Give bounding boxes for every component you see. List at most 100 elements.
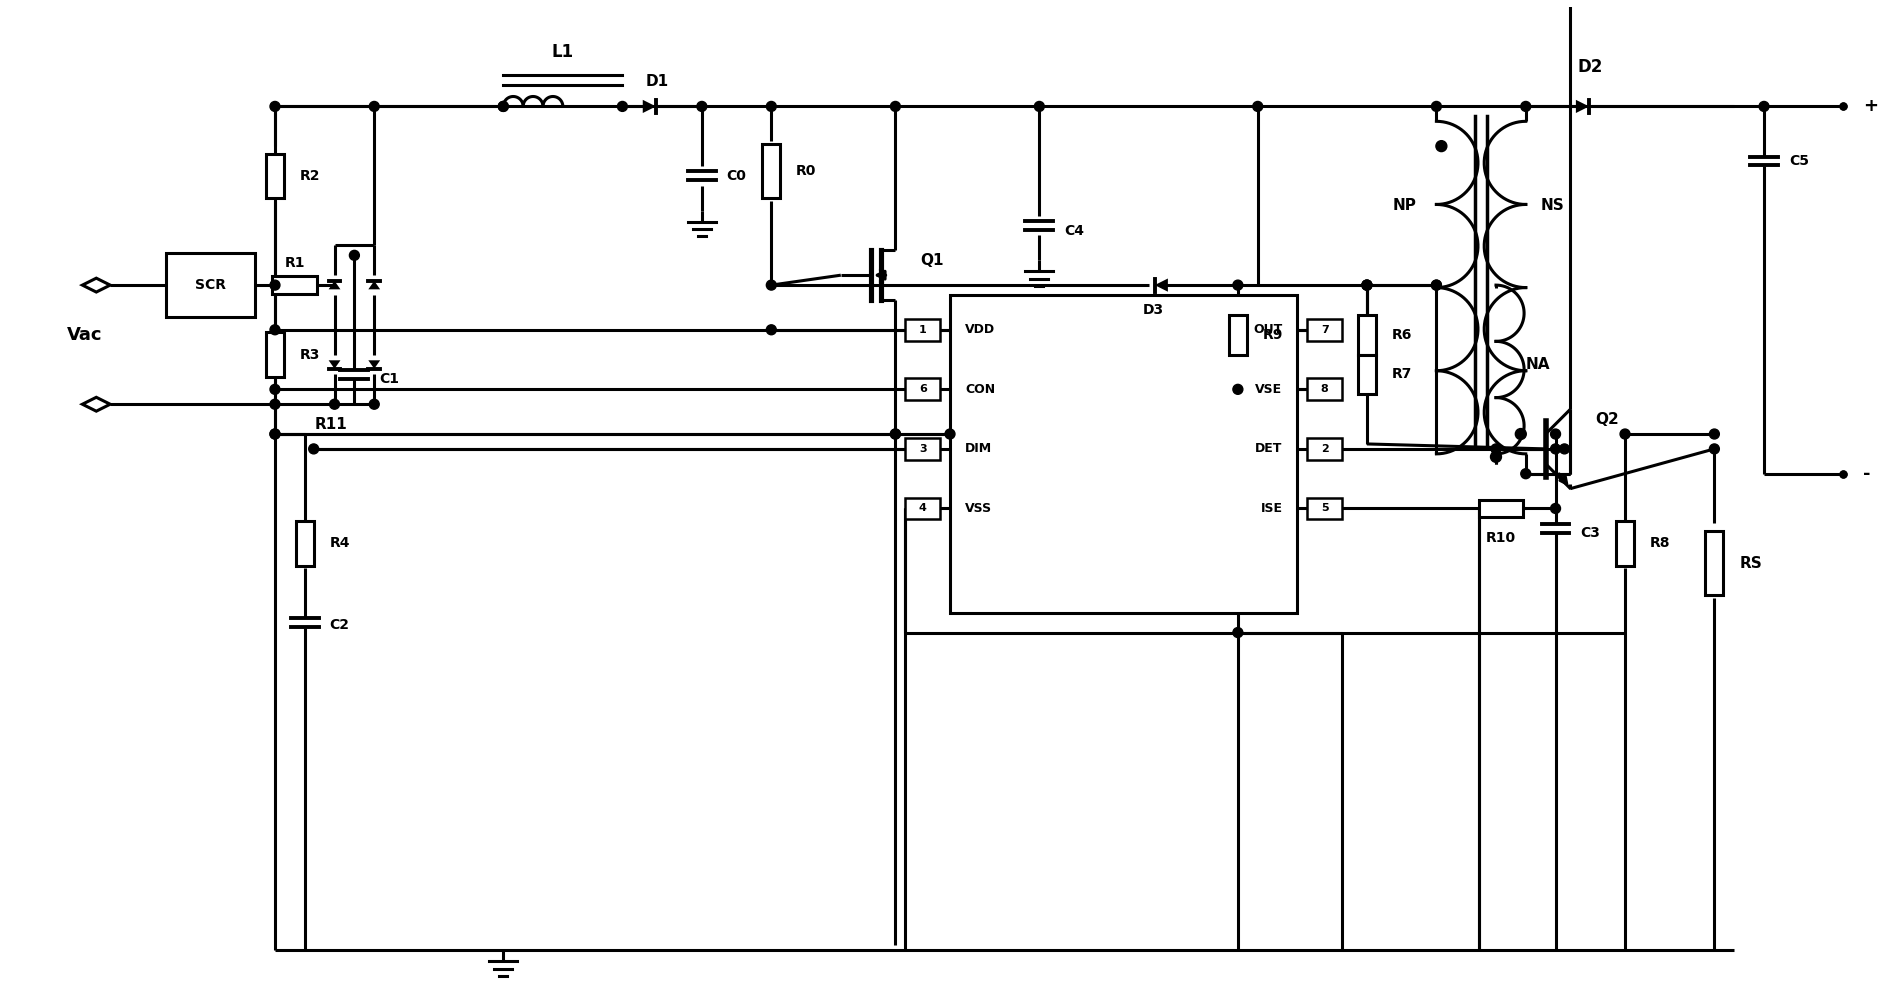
Circle shape (350, 251, 359, 260)
Circle shape (1520, 468, 1531, 478)
Circle shape (329, 399, 340, 409)
Text: R0: R0 (796, 164, 817, 178)
Bar (1307, 379, 1341, 400)
Circle shape (766, 102, 777, 112)
Circle shape (1492, 444, 1501, 454)
Text: L1: L1 (551, 43, 574, 60)
Text: 4: 4 (920, 504, 927, 514)
Polygon shape (1155, 279, 1168, 292)
Bar (1358, 315, 1376, 354)
Circle shape (944, 429, 956, 439)
Circle shape (270, 385, 279, 395)
Circle shape (1710, 429, 1720, 439)
Circle shape (1362, 280, 1372, 290)
Text: D3: D3 (1144, 303, 1165, 317)
Circle shape (697, 102, 707, 112)
Bar (904, 438, 940, 460)
Circle shape (1490, 451, 1501, 462)
Text: C3: C3 (1581, 527, 1600, 541)
Circle shape (766, 280, 777, 290)
Text: 7: 7 (1320, 325, 1328, 334)
Polygon shape (329, 361, 340, 369)
Bar (272, 276, 317, 294)
Text: NP: NP (1393, 198, 1417, 213)
Text: OUT: OUT (1254, 323, 1282, 336)
Circle shape (1431, 280, 1442, 290)
Text: 1: 1 (920, 325, 927, 334)
Bar (1307, 319, 1341, 340)
Text: C2: C2 (329, 617, 350, 631)
Circle shape (891, 102, 901, 112)
Text: NA: NA (1526, 357, 1550, 372)
Circle shape (1431, 102, 1442, 112)
Text: 6: 6 (920, 385, 927, 395)
Polygon shape (82, 398, 110, 411)
Text: R7: R7 (1391, 368, 1412, 382)
Bar (904, 497, 940, 520)
Text: VDD: VDD (965, 323, 996, 336)
Circle shape (891, 429, 901, 439)
Text: R6: R6 (1391, 327, 1412, 341)
Circle shape (1362, 280, 1372, 290)
Circle shape (1034, 102, 1045, 112)
Bar (950, 295, 1298, 612)
Polygon shape (329, 281, 340, 289)
Circle shape (270, 429, 279, 439)
Text: DET: DET (1256, 442, 1282, 455)
Polygon shape (369, 281, 380, 289)
Text: C4: C4 (1064, 224, 1085, 238)
Bar (1617, 521, 1634, 566)
Text: 2: 2 (1320, 444, 1328, 454)
Bar (762, 144, 781, 198)
Circle shape (891, 429, 901, 439)
Bar (1229, 315, 1246, 354)
Text: R9: R9 (1264, 327, 1282, 341)
Bar (1307, 438, 1341, 460)
Text: R3: R3 (300, 347, 321, 362)
Circle shape (766, 325, 777, 334)
Circle shape (1710, 444, 1720, 454)
Text: +: + (1864, 98, 1879, 116)
Text: R4: R4 (329, 536, 350, 550)
Text: C1: C1 (380, 373, 399, 387)
Circle shape (498, 102, 509, 112)
Bar (904, 319, 940, 340)
Circle shape (1436, 141, 1446, 152)
Text: ISE: ISE (1260, 501, 1282, 515)
Circle shape (270, 429, 279, 439)
Circle shape (1759, 102, 1769, 112)
Circle shape (270, 325, 279, 334)
Circle shape (1233, 385, 1243, 395)
Circle shape (1431, 280, 1442, 290)
Circle shape (1520, 102, 1531, 112)
Circle shape (1621, 429, 1630, 439)
Bar (1358, 354, 1376, 395)
Text: R2: R2 (300, 169, 321, 183)
Text: CON: CON (965, 383, 996, 396)
Text: 3: 3 (920, 444, 927, 454)
Text: R10: R10 (1486, 532, 1516, 545)
Text: NS: NS (1541, 198, 1564, 213)
Bar (165, 254, 255, 317)
Circle shape (369, 399, 380, 409)
Bar (1307, 497, 1341, 520)
Text: RS: RS (1738, 556, 1761, 571)
Text: D1: D1 (646, 75, 669, 89)
Bar (296, 521, 314, 566)
Bar (266, 332, 283, 377)
Text: VSE: VSE (1256, 383, 1282, 396)
Text: C0: C0 (726, 169, 747, 183)
Circle shape (1252, 102, 1264, 112)
Bar (904, 379, 940, 400)
Text: VSS: VSS (965, 501, 992, 515)
Bar (1478, 499, 1524, 518)
Polygon shape (642, 100, 656, 113)
Text: D2: D2 (1577, 57, 1604, 76)
Text: Vac: Vac (66, 325, 103, 343)
Text: Q2: Q2 (1596, 412, 1619, 427)
Text: Q1: Q1 (920, 253, 944, 268)
Circle shape (1233, 627, 1243, 637)
Circle shape (1550, 504, 1560, 514)
Circle shape (1233, 280, 1243, 290)
Circle shape (270, 102, 279, 112)
